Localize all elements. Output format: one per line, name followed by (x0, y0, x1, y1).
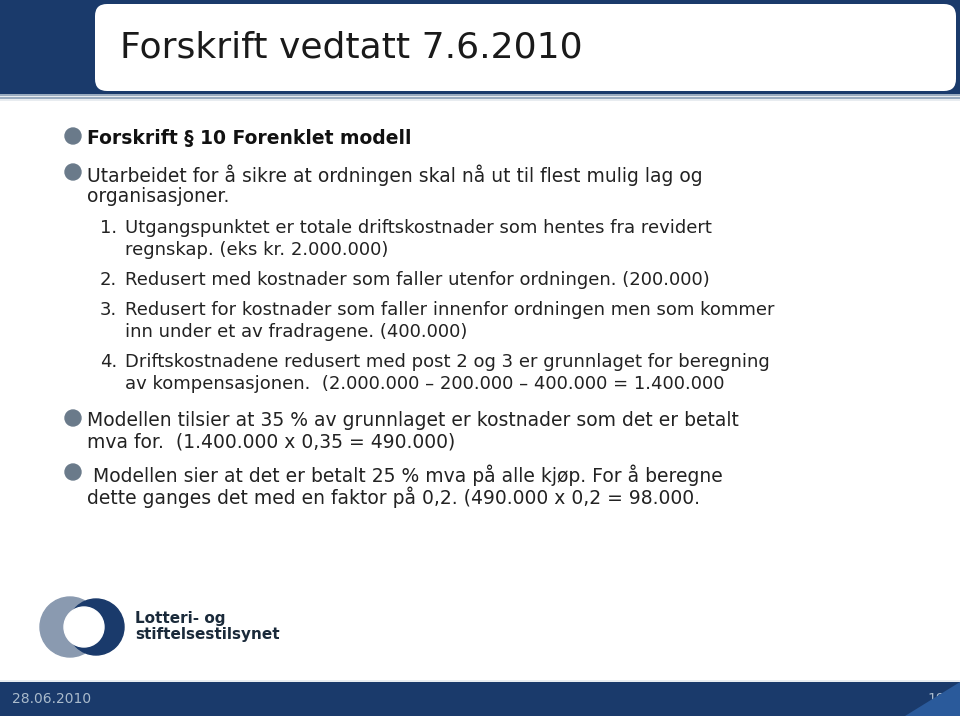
Text: inn under et av fradragene. (400.000): inn under et av fradragene. (400.000) (125, 323, 468, 341)
FancyBboxPatch shape (0, 97, 960, 99)
Text: mva for.  (1.400.000 x 0,35 = 490.000): mva for. (1.400.000 x 0,35 = 490.000) (87, 433, 455, 452)
FancyBboxPatch shape (0, 94, 960, 96)
Text: Modellen tilsier at 35 % av grunnlaget er kostnader som det er betalt: Modellen tilsier at 35 % av grunnlaget e… (87, 411, 739, 430)
Circle shape (68, 599, 124, 655)
Text: 28.06.2010: 28.06.2010 (12, 692, 91, 706)
Text: regnskap. (eks kr. 2.000.000): regnskap. (eks kr. 2.000.000) (125, 241, 389, 259)
Text: Utgangspunktet er totale driftskostnader som hentes fra revidert: Utgangspunktet er totale driftskostnader… (125, 219, 712, 237)
FancyBboxPatch shape (0, 682, 960, 716)
FancyBboxPatch shape (0, 0, 960, 95)
Text: 4.: 4. (100, 353, 117, 371)
Text: Redusert for kostnader som faller innenfor ordningen men som kommer: Redusert for kostnader som faller innenf… (125, 301, 775, 319)
Polygon shape (905, 682, 960, 716)
Text: Forskrift vedtatt 7.6.2010: Forskrift vedtatt 7.6.2010 (120, 31, 583, 64)
Circle shape (65, 128, 81, 144)
Text: 1.: 1. (100, 219, 117, 237)
Text: Lotteri- og: Lotteri- og (135, 611, 226, 626)
Text: Utarbeidet for å sikre at ordningen skal nå ut til flest mulig lag og: Utarbeidet for å sikre at ordningen skal… (87, 165, 703, 186)
Text: stiftelsestilsynet: stiftelsestilsynet (135, 627, 279, 642)
Text: 3.: 3. (100, 301, 117, 319)
Circle shape (65, 164, 81, 180)
Text: Redusert med kostnader som faller utenfor ordningen. (200.000): Redusert med kostnader som faller utenfo… (125, 271, 709, 289)
Text: Modellen sier at det er betalt 25 % mva på alle kjøp. For å beregne: Modellen sier at det er betalt 25 % mva … (87, 465, 723, 486)
Text: 19: 19 (927, 692, 945, 706)
Circle shape (64, 607, 104, 647)
Text: 2.: 2. (100, 271, 117, 289)
Circle shape (65, 464, 81, 480)
FancyBboxPatch shape (95, 4, 956, 91)
Text: organisasjoner.: organisasjoner. (87, 187, 229, 206)
Circle shape (65, 410, 81, 426)
Text: dette ganges det med en faktor på 0,2. (490.000 x 0,2 = 98.000.: dette ganges det med en faktor på 0,2. (… (87, 487, 700, 508)
Text: Driftskostnadene redusert med post 2 og 3 er grunnlaget for beregning: Driftskostnadene redusert med post 2 og … (125, 353, 770, 371)
FancyBboxPatch shape (0, 101, 960, 680)
Text: av kompensasjonen.  (2.000.000 – 200.000 – 400.000 = 1.400.000: av kompensasjonen. (2.000.000 – 200.000 … (125, 375, 725, 393)
Circle shape (40, 597, 100, 657)
Text: Forskrift § 10 Forenklet modell: Forskrift § 10 Forenklet modell (87, 129, 412, 148)
